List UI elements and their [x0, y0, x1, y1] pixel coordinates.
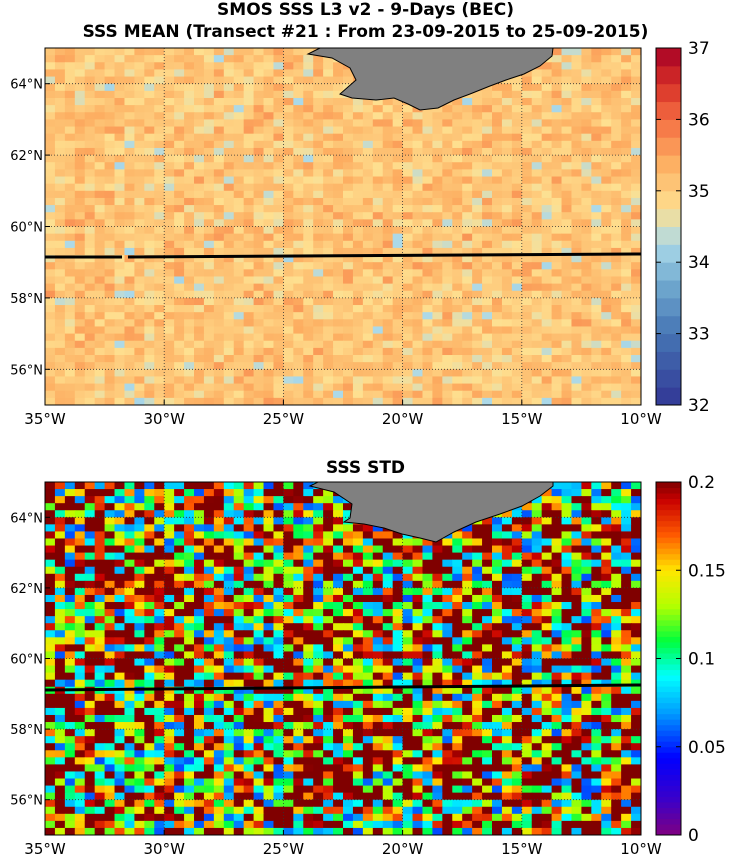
lon-tick-label: 20°W — [382, 840, 424, 858]
lat-tick-label: 56°N — [10, 794, 43, 809]
map-title: SMOS SSS L3 v2 - 9-Days (BEC) — [217, 0, 514, 20]
colorbar-tick-label: 34 — [688, 253, 710, 273]
colorbar-tick-label: 32 — [688, 396, 710, 416]
lon-tick-label: 10°W — [620, 410, 662, 428]
colorbar-tick-label: 36 — [688, 110, 710, 130]
colorbar-tick-label: 0.2 — [688, 473, 715, 493]
colorbar-tick-label: 35 — [688, 182, 710, 202]
iceland-landmass-bottom — [308, 482, 554, 543]
lon-tick-label: 10°W — [620, 840, 662, 858]
lon-tick-label: 30°W — [143, 840, 185, 858]
std-colorbar-ticks: 0 0.05 0.1 0.15 0.2 — [656, 473, 726, 846]
colorbar-tick-label: 37 — [688, 39, 710, 59]
transect-line-top — [45, 252, 641, 259]
colorbar-tick-label: 0.15 — [688, 561, 726, 581]
map-subtitle: SSS MEAN (Transect #21 : From 23-09-2015… — [82, 22, 649, 42]
std-panel-title: SSS STD — [325, 458, 406, 478]
lat-tick-label: 58°N — [10, 723, 43, 738]
bottom-graticule — [45, 482, 641, 835]
iceland-landmass — [306, 48, 554, 111]
lon-tick-label: 25°W — [263, 840, 305, 858]
lon-tick-label: 35°W — [24, 840, 66, 858]
lon-tick-label: 15°W — [501, 840, 543, 858]
colorbar-tick-label: 0 — [688, 826, 699, 846]
colorbar-tick-label: 0.05 — [688, 738, 726, 758]
colorbar-tick-label: 0.1 — [688, 650, 715, 670]
colorbar-tick-label: 33 — [688, 325, 710, 345]
lon-tick-label: 35°W — [24, 410, 66, 428]
top-axis-ticks: 35°W 30°W 25°W 20°W 15°W 10°W 56°N 58°N 60°N 62°N… — [10, 78, 662, 428]
lat-tick-label: 64°N — [10, 511, 43, 526]
lon-tick-label: 20°W — [382, 410, 424, 428]
lon-tick-label: 25°W — [263, 410, 305, 428]
lat-tick-label: 62°N — [10, 582, 43, 597]
mean-colorbar-frame — [655, 47, 682, 406]
lon-tick-label: 30°W — [143, 410, 185, 428]
lat-tick-label: 58°N — [10, 292, 43, 307]
mean-colorbar — [656, 48, 681, 406]
lat-tick-label: 56°N — [10, 363, 43, 378]
lon-tick-label: 15°W — [501, 410, 543, 428]
lat-tick-label: 62°N — [10, 149, 43, 164]
top-graticule — [45, 48, 641, 405]
lat-tick-label: 64°N — [10, 78, 43, 93]
bottom-axis-ticks: 35°W 30°W 25°W 20°W 15°W 10°W 56°N 58°N 60°N 62°N… — [10, 511, 662, 858]
mean-colorbar-ticks: 32 33 34 35 36 37 — [656, 39, 710, 416]
lat-tick-label: 60°N — [10, 653, 43, 668]
sss-std-heatmap — [45, 482, 641, 835]
transect-line-bottom — [45, 683, 641, 692]
lat-tick-label: 60°N — [10, 221, 43, 236]
std-colorbar — [656, 482, 681, 836]
